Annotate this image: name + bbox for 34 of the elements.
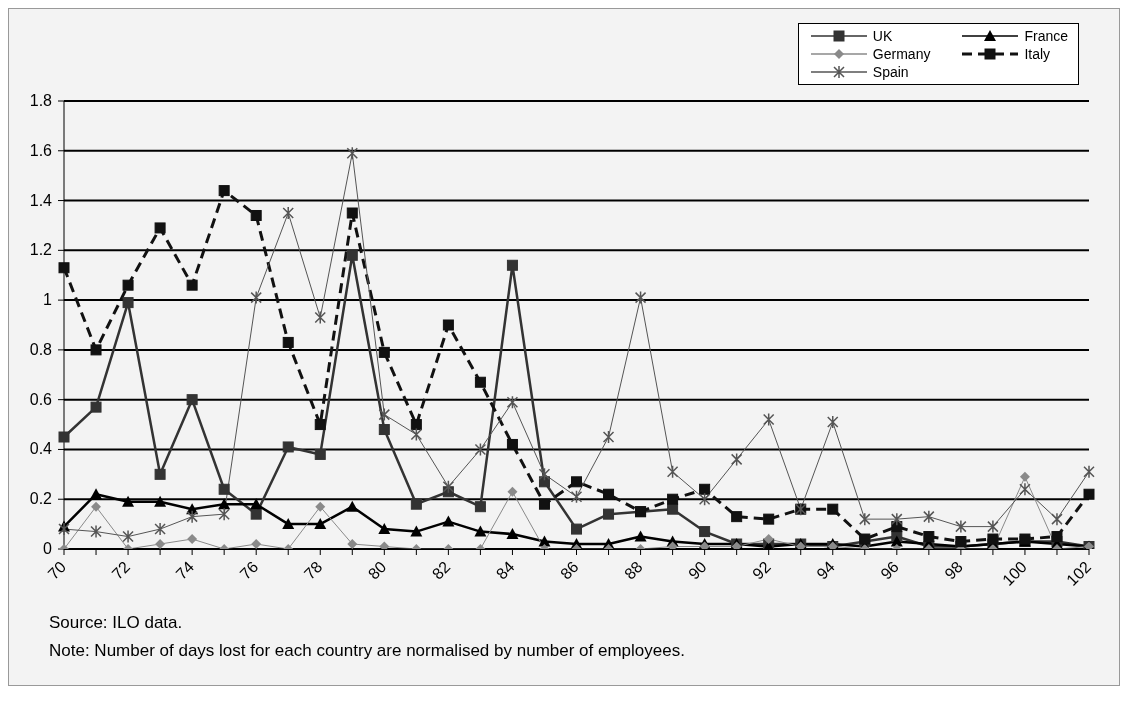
x-tick-label: 90 xyxy=(685,558,710,583)
x-tick-label: 86 xyxy=(557,558,582,583)
legend-label: Italy xyxy=(1024,46,1051,62)
y-tick-label: 1.8 xyxy=(29,92,53,109)
x-tick-label: 74 xyxy=(172,558,198,583)
y-tick-label: 0.6 xyxy=(29,390,53,408)
legend-label: Germany xyxy=(872,46,931,62)
y-tick-label: 1.6 xyxy=(29,141,53,159)
y-tick-label: 0 xyxy=(43,540,53,557)
x-tick-label: 92 xyxy=(749,558,774,583)
x-tick-label: 84 xyxy=(492,558,518,583)
x-tick-label: 80 xyxy=(364,558,390,583)
y-tick-label: 1.4 xyxy=(29,191,53,209)
x-tick-label: 102 xyxy=(1063,558,1095,589)
legend-label: Spain xyxy=(872,64,909,80)
y-tick-label: 1.2 xyxy=(29,241,53,259)
legend-label: UK xyxy=(872,28,893,44)
y-tick-label: 0.4 xyxy=(29,440,53,458)
x-tick-label: 96 xyxy=(877,558,902,583)
x-tick-label: 76 xyxy=(236,558,262,583)
x-tick-label: 98 xyxy=(941,558,967,583)
y-tick-label: 1 xyxy=(43,291,53,309)
x-tick-label: 100 xyxy=(999,558,1031,589)
x-tick-label: 82 xyxy=(428,558,454,583)
source-note: Source: ILO data. xyxy=(49,612,184,634)
x-tick-label: 88 xyxy=(621,558,646,583)
x-tick-label: 70 xyxy=(44,558,70,583)
y-tick-label: 0.8 xyxy=(29,340,53,358)
text: Note: Number of days lost for each country are normalised by number of employees. xyxy=(49,640,686,662)
legend-label: France xyxy=(1024,28,1068,44)
x-tick-label: 94 xyxy=(813,558,838,583)
x-tick-label: 72 xyxy=(108,558,134,583)
y-tick-label: 0.2 xyxy=(29,490,53,508)
x-tick-label: 78 xyxy=(300,558,326,583)
